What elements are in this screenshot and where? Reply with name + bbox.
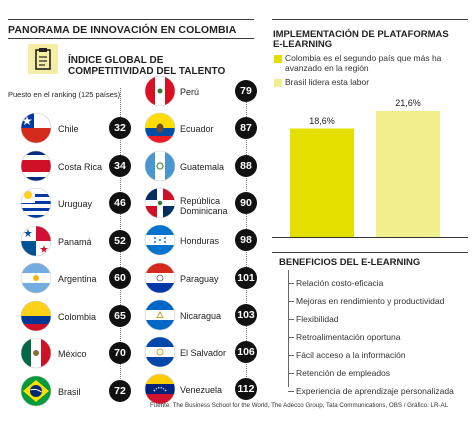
uruguay-flag-icon xyxy=(20,187,52,219)
rank-badge: 98 xyxy=(235,229,257,252)
benefit-connector-tick xyxy=(288,373,294,374)
bar-colombia xyxy=(290,128,354,237)
paraguay-flag-icon xyxy=(144,262,176,294)
rank-badge: 90 xyxy=(235,191,257,214)
bar-brazil xyxy=(376,111,440,237)
chart-title: IMPLEMENTACIÓN DE PLATAFORMAS E-LEARNING xyxy=(273,29,449,50)
rank-badge: 52 xyxy=(109,229,131,252)
rank-badge: 70 xyxy=(109,342,131,364)
country-name: Perú xyxy=(180,87,200,97)
country-name: Paraguay xyxy=(180,273,219,284)
nicaragua-flag-icon xyxy=(144,299,176,331)
rank-badge: 46 xyxy=(109,192,131,214)
rank-badge: 34 xyxy=(109,154,131,177)
benefit-connector-tick xyxy=(288,301,294,302)
benefit-item: Relación costo-eficacia xyxy=(296,278,384,288)
dominican-republic-flag-icon xyxy=(144,187,176,219)
legend-label-brazil: Brasil lidera esta labor xyxy=(285,77,370,87)
benefit-connector-tick xyxy=(288,355,294,356)
honduras-flag-icon xyxy=(144,224,176,256)
chart-top-rule xyxy=(272,19,468,20)
country-name: Argentina xyxy=(58,274,97,284)
benefit-item: Retención de empleados xyxy=(296,368,391,378)
rank-badge: 60 xyxy=(109,267,131,289)
header-bottom-rule xyxy=(8,38,254,39)
benefit-item: Flexibilidad xyxy=(296,314,339,324)
rank-badge: 103 xyxy=(235,303,257,326)
panama-flag-icon xyxy=(20,225,52,257)
source-footer: Fuente: The Business School for the Worl… xyxy=(150,402,449,409)
legend-swatch-colombia xyxy=(274,55,282,63)
bar-value-brazil: 21,6% xyxy=(395,98,421,108)
country-name: Brasil xyxy=(58,386,81,397)
header-top-rule xyxy=(8,19,254,20)
country-name: Nicaragua xyxy=(180,310,222,321)
benefit-connector-tick xyxy=(288,337,294,338)
chile-flag-icon xyxy=(20,112,52,144)
country-name: Panamá xyxy=(58,236,92,247)
benefit-item: Mejoras en rendimiento y productividad xyxy=(296,296,445,306)
page-title: PANORAMA DE INNOVACIÓN EN COLOMBIA xyxy=(8,24,237,36)
brazil-flag-icon xyxy=(20,375,52,407)
benefit-connector-tick xyxy=(288,391,294,392)
benefit-item: Retroalimentación oportuna xyxy=(296,332,401,342)
benefit-connector-tick xyxy=(288,319,294,320)
costa-rica-flag-icon xyxy=(20,150,52,182)
legend-label-colombia: Colombia es el segundo país que más ha a… xyxy=(285,53,442,73)
country-name: El Salvador xyxy=(180,348,227,359)
country-name: Ecuador xyxy=(180,124,214,135)
ecuador-flag-icon xyxy=(144,112,176,144)
country-name: Chile xyxy=(58,124,79,134)
chart-subtitle: ÍNDICE GLOBAL DE COMPETITIVIDAD DEL TALE… xyxy=(68,55,226,77)
country-name: Colombia xyxy=(58,311,97,322)
ranking-note: Puesto en el ranking (125 países) xyxy=(8,90,121,99)
country-name: Honduras xyxy=(180,236,220,247)
country-name: Costa Rica xyxy=(58,161,103,172)
elearning-bar-chart xyxy=(272,111,468,238)
colombia-flag-icon xyxy=(20,300,52,332)
mexico-flag-icon xyxy=(20,337,52,369)
country-name: México xyxy=(58,349,87,359)
guatemala-flag-icon xyxy=(144,150,176,182)
peru-flag-icon xyxy=(144,75,176,107)
country-name: República Dominicana xyxy=(180,195,228,216)
rank-badge: 106 xyxy=(235,341,257,364)
rank-badge: 112 xyxy=(235,378,257,401)
country-name: Venezuela xyxy=(180,385,223,396)
country-name: Uruguay xyxy=(58,199,93,209)
rank-badge: 79 xyxy=(235,80,257,102)
venezuela-flag-icon xyxy=(144,373,176,405)
rank-badge: 101 xyxy=(235,266,257,289)
rank-badge: 87 xyxy=(235,117,257,140)
benefit-item: Experiencia de aprendizaje personalizada xyxy=(296,386,454,396)
benefits-top-rule xyxy=(272,252,468,253)
country-name: Guatemala xyxy=(180,161,225,172)
argentina-flag-icon xyxy=(20,262,52,294)
benefit-item: Fácil acceso a la información xyxy=(296,350,406,360)
benefits-title: BENEFICIOS DEL E-LEARNING xyxy=(279,257,421,268)
rank-badge: 72 xyxy=(109,379,131,402)
clipboard-icon xyxy=(28,44,58,74)
rank-badge: 65 xyxy=(109,304,131,327)
benefit-connector-tick xyxy=(288,283,294,284)
el-salvador-flag-icon xyxy=(144,336,176,368)
bar-value-colombia: 18,6% xyxy=(309,115,335,126)
rank-badge: 32 xyxy=(109,117,131,139)
legend-swatch-brazil xyxy=(274,79,282,87)
rank-badge: 88 xyxy=(235,154,257,177)
benefits-connector xyxy=(288,270,289,387)
